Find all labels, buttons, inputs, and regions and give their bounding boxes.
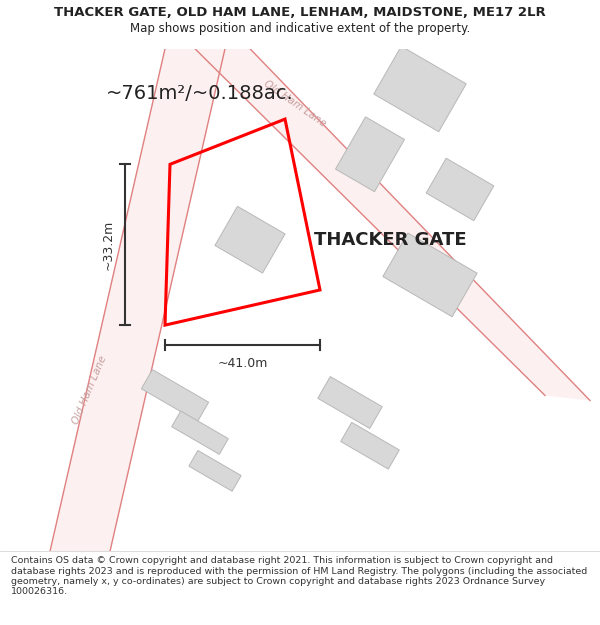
- Text: ~33.2m: ~33.2m: [102, 219, 115, 270]
- Polygon shape: [318, 376, 382, 429]
- Text: Old Ham Lane: Old Ham Lane: [71, 354, 109, 426]
- Text: Old Ham Lane: Old Ham Lane: [262, 79, 328, 129]
- Polygon shape: [172, 411, 229, 454]
- Text: THACKER GATE: THACKER GATE: [314, 231, 466, 249]
- Polygon shape: [215, 206, 285, 273]
- Polygon shape: [195, 49, 590, 401]
- Polygon shape: [50, 49, 225, 551]
- Text: THACKER GATE, OLD HAM LANE, LENHAM, MAIDSTONE, ME17 2LR: THACKER GATE, OLD HAM LANE, LENHAM, MAID…: [54, 6, 546, 19]
- Polygon shape: [142, 369, 209, 421]
- Polygon shape: [383, 233, 477, 317]
- Polygon shape: [189, 451, 241, 491]
- Text: Contains OS data © Crown copyright and database right 2021. This information is : Contains OS data © Crown copyright and d…: [11, 556, 587, 596]
- Text: ~761m²/~0.188ac.: ~761m²/~0.188ac.: [106, 84, 294, 104]
- Polygon shape: [335, 117, 404, 192]
- Polygon shape: [426, 158, 494, 221]
- Text: Map shows position and indicative extent of the property.: Map shows position and indicative extent…: [130, 22, 470, 35]
- Polygon shape: [341, 422, 400, 469]
- Polygon shape: [374, 46, 466, 132]
- Text: ~41.0m: ~41.0m: [217, 357, 268, 370]
